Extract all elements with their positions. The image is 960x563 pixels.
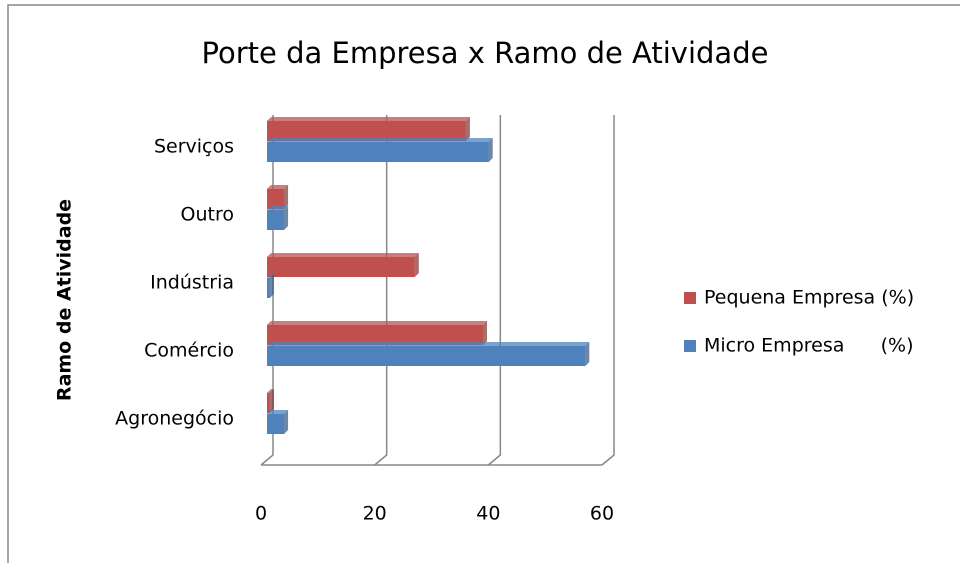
bar: [267, 389, 274, 413]
chart-title: Porte da Empresa x Ramo de Atividade: [202, 36, 769, 70]
legend-swatch: [684, 292, 696, 304]
bar: [267, 410, 289, 434]
bar: [267, 206, 289, 230]
x-tick-label: 40: [476, 503, 500, 525]
x-tick-label: 20: [363, 503, 387, 525]
legend-label: Micro Empresa (%): [704, 335, 914, 357]
bar: [267, 342, 590, 366]
bar: [267, 117, 470, 141]
x-tick-label: 60: [590, 503, 614, 525]
y-tick-label: Agronegócio: [115, 408, 234, 430]
bar: [267, 253, 419, 277]
legend-swatch: [684, 340, 696, 352]
x-tick-label: 0: [255, 503, 267, 525]
grid-line: [601, 115, 615, 466]
y-tick-label: Indústria: [150, 272, 234, 294]
y-tick-label: Serviços: [154, 136, 234, 158]
grid-line: [487, 115, 502, 466]
chart-frame: [7, 4, 960, 563]
bar: [267, 138, 493, 162]
legend-label: Pequena Empresa (%): [704, 287, 914, 309]
bar: [267, 274, 274, 298]
y-tick-label: Outro: [181, 204, 234, 226]
bar: [267, 321, 487, 345]
bar: [267, 185, 289, 209]
y-axis-title: Ramo de Atividade: [54, 199, 76, 401]
grid-line: [374, 115, 388, 466]
y-tick-label: Comércio: [144, 340, 234, 362]
